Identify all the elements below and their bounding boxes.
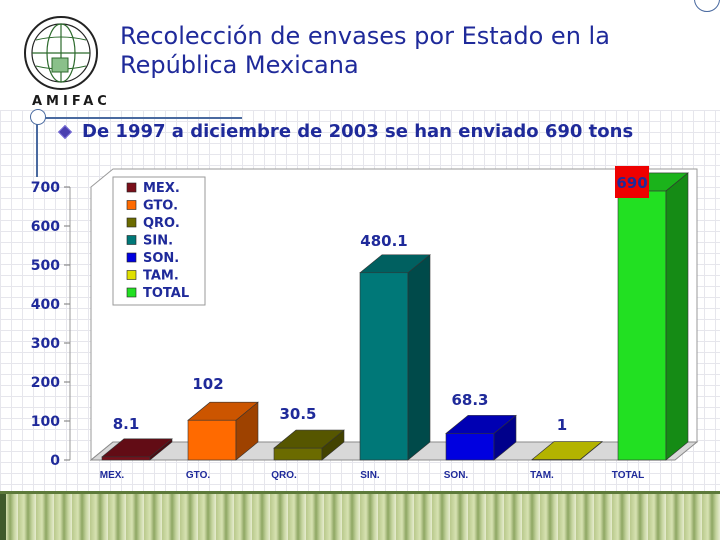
legend-label: SIN. (143, 234, 173, 249)
bar-top (445, 415, 517, 434)
x-tick-label: TOTAL (612, 470, 644, 481)
legend-swatch (126, 235, 137, 245)
legend-label: TAM. (143, 269, 179, 284)
legend-label: TOTAL (143, 286, 189, 301)
data-label: 30.5 (279, 405, 316, 423)
x-tick-label: QRO. (271, 470, 297, 481)
total-label-highlight (615, 166, 649, 198)
bar-top (101, 438, 173, 458)
legend-swatch (126, 217, 137, 228)
legend-swatch (126, 287, 137, 298)
y-tick-label: 300 (31, 336, 60, 352)
subtitle: De 1997 a diciembre de 2003 se han envia… (82, 121, 634, 142)
bar-top (187, 401, 259, 421)
y-tick-label: 400 (31, 297, 60, 313)
legend-swatch (126, 252, 137, 263)
bar-chart: 0 100 200 300 400 500 600 700 MEX. GTO. QRO. SIN. SO… (31, 166, 699, 481)
title-line-2: República Mexicana (120, 51, 359, 79)
amifac-logo-icon (24, 16, 98, 90)
data-label: 68.3 (451, 391, 488, 409)
legend-label: SON. (143, 251, 179, 266)
x-tick-label: MEX. (100, 470, 125, 481)
x-tick-label: SIN. (360, 470, 380, 481)
legend-swatch (126, 200, 137, 210)
bar-top (359, 254, 431, 274)
data-label: 8.1 (113, 415, 140, 433)
title-line-1: Recolección de envases por Estado en la (120, 22, 610, 50)
legend-label: MEX. (143, 181, 180, 196)
x-tick-label: GTO. (186, 470, 210, 481)
legend-label: GTO. (143, 199, 178, 214)
slide-title: Recolección de envases por Estado en la … (120, 22, 610, 80)
data-label: 690 (616, 174, 647, 192)
y-tick-label: 0 (50, 453, 60, 469)
data-label: 102 (192, 375, 223, 393)
decorative-line (36, 117, 242, 119)
legend-swatch (126, 270, 137, 280)
bar-side (407, 254, 431, 461)
y-tick-label: 700 (31, 180, 60, 196)
data-label: 480.1 (360, 232, 407, 250)
bar (101, 456, 151, 461)
x-tick-label: SON. (444, 470, 469, 481)
bar-side (665, 172, 689, 461)
data-label: 1 (557, 416, 567, 434)
x-tick-label: TAM. (530, 470, 554, 481)
header-area (0, 0, 720, 110)
y-tick-label: 100 (31, 414, 60, 430)
bar (445, 433, 495, 461)
decorative-ring-icon (30, 109, 46, 125)
legend-swatch (126, 182, 137, 193)
footer-decoration (0, 491, 720, 540)
bar (617, 190, 667, 461)
bar (359, 272, 409, 461)
legend-label: QRO. (143, 216, 180, 231)
logo-text: AMIFAC (32, 94, 111, 109)
bar-top (273, 429, 345, 449)
bar-top (531, 441, 603, 460)
decorative-line-vertical (36, 117, 38, 177)
y-tick-label: 500 (31, 258, 60, 274)
y-tick-label: 600 (31, 219, 60, 235)
y-tick-label: 200 (31, 375, 60, 391)
bar (273, 447, 323, 461)
bar (187, 419, 237, 461)
